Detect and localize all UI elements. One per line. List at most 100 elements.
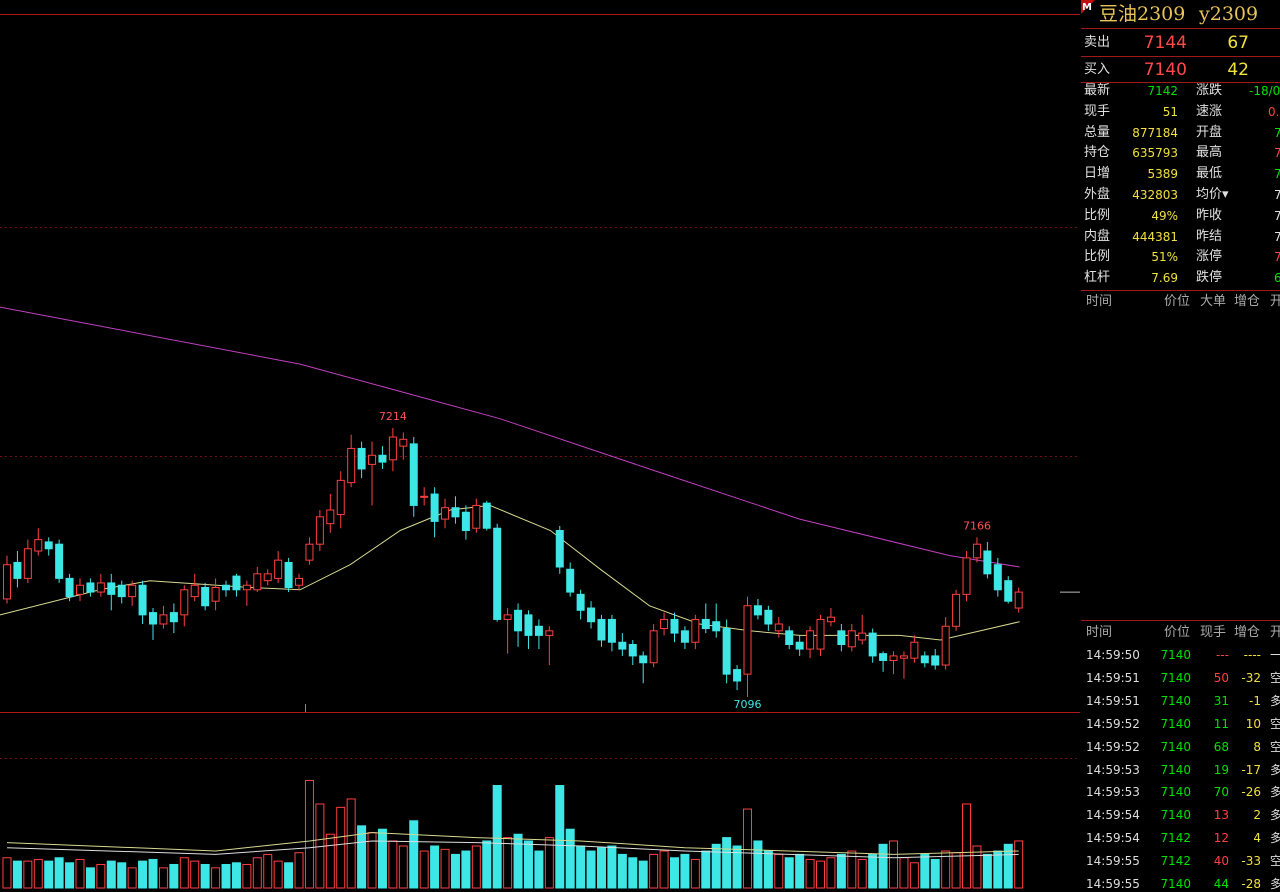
volume-bar	[138, 860, 148, 889]
volume-bar	[941, 850, 951, 889]
tick-oi: -1	[1249, 693, 1261, 708]
tick-price: 7140	[1160, 648, 1191, 662]
volume-bar	[304, 779, 314, 889]
quote-label: 卖出	[1084, 35, 1111, 50]
stat-value: 7	[1274, 125, 1280, 140]
candle-body	[983, 550, 992, 575]
candle-body	[972, 543, 981, 559]
stat-label: 昨收	[1196, 207, 1223, 223]
volume-bar	[127, 867, 137, 889]
tick-hand: ---	[1216, 648, 1229, 662]
volume-bar	[12, 860, 22, 889]
volume-bar	[200, 863, 210, 889]
candle-body	[941, 625, 950, 666]
volume-bar	[857, 858, 867, 889]
candle-body	[649, 630, 658, 664]
candle-body	[910, 641, 919, 659]
candle-body	[576, 593, 585, 611]
volume-bar	[471, 845, 481, 889]
volume-bar	[482, 840, 492, 889]
stat-label: 内盘	[1084, 228, 1111, 244]
candle-body	[764, 609, 773, 625]
tick-price: 7142	[1160, 854, 1191, 869]
candle-body	[774, 623, 783, 632]
stat-label: 比例	[1084, 249, 1111, 265]
candle-body	[284, 561, 293, 589]
candle-body	[96, 582, 105, 593]
volume-bar	[680, 853, 690, 889]
tick-hand: 50	[1213, 670, 1229, 685]
volume-bar	[993, 850, 1003, 889]
separator	[1081, 620, 1280, 621]
volume-bar	[982, 853, 992, 889]
volume-bar	[690, 858, 700, 889]
volume-bar	[284, 862, 294, 889]
stat-value: 7.69	[1151, 271, 1178, 286]
column-header: 开	[1270, 625, 1280, 640]
tick-kind: 多	[1270, 831, 1280, 846]
tick-hand: 70	[1213, 785, 1229, 800]
volume-bar	[148, 858, 158, 889]
instrument-code: y2309	[1199, 3, 1259, 25]
candle-body	[753, 605, 762, 616]
candle-body	[55, 543, 64, 579]
stat-label: 涨跌	[1196, 83, 1223, 98]
ma-line	[6, 832, 1019, 855]
candle-body	[545, 630, 554, 636]
quote-price: 7144	[1143, 33, 1187, 53]
volume-bar	[96, 863, 106, 889]
candle-body	[597, 618, 606, 641]
stat-label: 持仓	[1084, 145, 1111, 161]
volume-bar	[117, 862, 127, 889]
candle-body	[378, 454, 387, 463]
stat-value: 7	[1274, 250, 1280, 265]
candle-body	[305, 543, 314, 561]
volume-bar	[774, 853, 784, 889]
volume-bar	[440, 848, 450, 889]
volume-bar	[628, 857, 638, 889]
candle-body	[128, 584, 137, 598]
stat-value: 6	[1274, 271, 1280, 286]
candle-body	[1014, 591, 1023, 609]
tick-kind: 一	[1270, 648, 1280, 662]
candle-body	[190, 584, 199, 598]
candle-body	[117, 584, 126, 598]
candle-body	[336, 479, 345, 516]
stat-value: 7	[1274, 208, 1280, 223]
volume-bar	[711, 843, 721, 889]
volume-bar	[190, 860, 200, 889]
volume-bar	[951, 852, 961, 889]
volume-bar	[868, 853, 878, 889]
candle-body	[253, 573, 262, 591]
separator	[1081, 28, 1280, 29]
candle-body	[420, 495, 429, 498]
candle-body	[920, 655, 929, 664]
marker: M	[1082, 2, 1092, 13]
volume-bar	[523, 840, 533, 889]
stat-label: 昨结	[1196, 228, 1223, 244]
volume-bar	[23, 860, 33, 889]
candle-body	[315, 516, 324, 545]
volume-bar	[263, 853, 273, 889]
candle-body	[2, 564, 11, 600]
volume-bar	[44, 860, 54, 889]
candle-body	[795, 641, 804, 650]
candle-body	[169, 612, 178, 623]
ma-line	[6, 840, 1019, 859]
volume-bar	[513, 833, 523, 889]
column-header: 现手	[1200, 625, 1227, 640]
extreme-label: 7166	[963, 519, 991, 532]
stat-label: 总量	[1084, 124, 1111, 140]
instrument-name: 豆油2309	[1099, 3, 1186, 25]
volume-bar	[1014, 840, 1024, 889]
candle-body	[347, 447, 356, 484]
quote-volume: 42	[1227, 60, 1249, 80]
column-header: 增仓	[1234, 294, 1261, 309]
candle-body	[263, 573, 272, 582]
column-header: 增仓	[1234, 625, 1261, 640]
candle-body	[952, 593, 961, 627]
stat-label: 涨停	[1196, 249, 1223, 265]
chart: 7214 7166 7096	[0, 14, 1080, 889]
volume-bar	[701, 850, 711, 889]
